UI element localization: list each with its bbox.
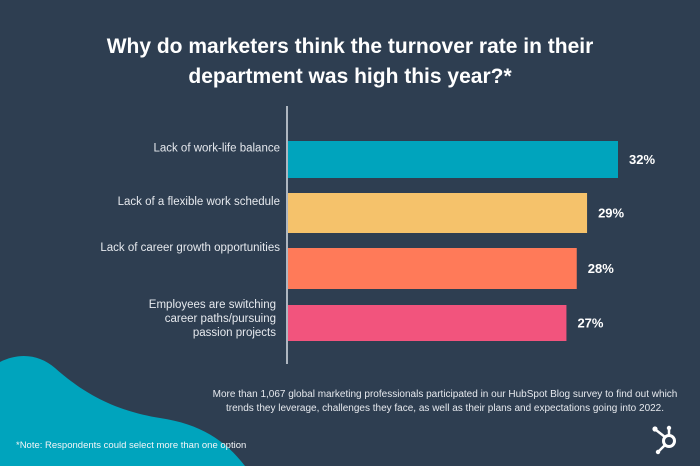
bar-2: [288, 193, 588, 233]
value-label-3: 28%: [588, 261, 614, 276]
category-label-4: career paths/pursuing: [165, 313, 276, 325]
title-line-1: Why do marketers think the turnover rate…: [106, 35, 594, 58]
category-label-4: passion projects: [193, 327, 276, 339]
hubspot-logo-icon: [652, 425, 676, 455]
category-label-1: Lack of work-life balance: [153, 143, 280, 155]
selection-note: *Note: Respondents could select more tha…: [16, 440, 247, 451]
chart-title: Why do marketers think the turnover rate…: [0, 32, 700, 92]
title-line-2: department was high this year?*: [188, 65, 512, 88]
survey-footnote: More than 1,067 global marketing profess…: [212, 389, 678, 414]
bar-4: [288, 305, 567, 341]
bar-1: [288, 141, 618, 178]
value-label-4: 27%: [577, 316, 603, 331]
category-label-3: Lack of career growth opportunities: [100, 242, 280, 254]
category-label-4: Employees are switching: [149, 299, 276, 311]
value-label-2: 29%: [598, 206, 624, 221]
value-label-1: 32%: [629, 152, 655, 167]
category-label-2: Lack of a flexible work schedule: [118, 196, 280, 208]
bar-3: [288, 248, 577, 289]
